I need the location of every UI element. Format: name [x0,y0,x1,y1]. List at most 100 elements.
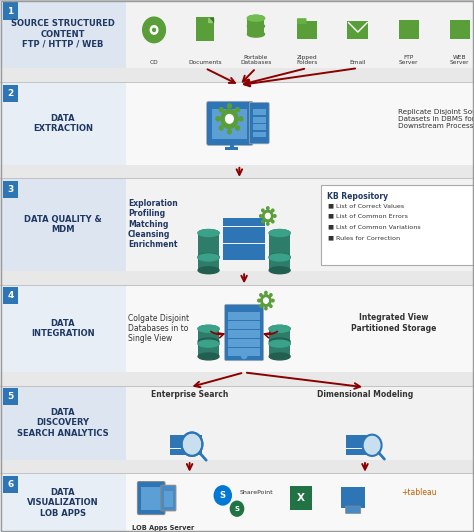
Text: 4: 4 [7,291,14,300]
Text: Exploration
Profiling
Matching
Cleansing
Enrichment: Exploration Profiling Matching Cleansing… [128,199,178,250]
FancyBboxPatch shape [269,257,290,270]
Circle shape [150,26,158,34]
FancyBboxPatch shape [0,178,126,271]
Ellipse shape [269,340,290,347]
FancyBboxPatch shape [0,0,126,68]
Text: SOURCE STRUCTURED
CONTENT
FTP / HTTP / WEB: SOURCE STRUCTURED CONTENT FTP / HTTP / W… [11,19,115,49]
FancyBboxPatch shape [269,233,290,257]
FancyBboxPatch shape [249,102,269,144]
Circle shape [153,28,155,31]
Circle shape [272,209,274,212]
FancyBboxPatch shape [228,312,260,320]
Text: Enterprise Search: Enterprise Search [151,390,228,399]
FancyBboxPatch shape [196,17,213,40]
Ellipse shape [269,229,290,236]
FancyBboxPatch shape [297,21,317,39]
FancyBboxPatch shape [224,218,264,226]
Ellipse shape [198,325,219,332]
FancyBboxPatch shape [126,178,474,271]
FancyBboxPatch shape [399,24,419,29]
Text: Integrated View
Partitioned Storage: Integrated View Partitioned Storage [351,313,436,333]
Text: 3: 3 [8,185,14,194]
FancyBboxPatch shape [269,344,290,356]
Ellipse shape [247,15,264,21]
Ellipse shape [198,267,219,274]
Circle shape [219,107,223,112]
FancyBboxPatch shape [198,257,219,270]
FancyBboxPatch shape [450,34,470,39]
Text: LOB Apps Server: LOB Apps Server [132,525,195,531]
Text: FTP
Server: FTP Server [399,55,419,65]
FancyBboxPatch shape [228,330,260,338]
FancyBboxPatch shape [126,82,474,165]
FancyBboxPatch shape [0,473,126,532]
Ellipse shape [198,254,219,261]
FancyBboxPatch shape [347,21,368,39]
Text: DATA QUALITY &
MDM: DATA QUALITY & MDM [24,215,102,235]
FancyBboxPatch shape [228,321,260,329]
Text: SharePoint: SharePoint [239,491,273,495]
Text: Dimensional Modeling: Dimensional Modeling [317,390,413,399]
FancyBboxPatch shape [228,348,260,356]
FancyBboxPatch shape [137,481,165,514]
FancyBboxPatch shape [198,233,219,257]
Circle shape [363,435,382,456]
Text: +tableau: +tableau [401,488,438,497]
Circle shape [261,295,271,306]
Text: DATA
VISUALIZATION
LOB APPS: DATA VISUALIZATION LOB APPS [27,488,99,518]
Ellipse shape [269,254,290,261]
Circle shape [264,298,268,303]
Circle shape [265,307,267,310]
Circle shape [221,109,238,128]
Circle shape [241,352,247,359]
Text: S: S [220,491,226,500]
FancyBboxPatch shape [228,339,260,347]
Polygon shape [209,18,212,22]
Text: WEB
Server: WEB Server [450,55,470,65]
Circle shape [265,213,270,219]
Text: Replicate Disjoint Source
Datasets in DBMS for
Downstream Processing: Replicate Disjoint Source Datasets in DB… [398,110,474,129]
Circle shape [267,222,269,225]
FancyBboxPatch shape [224,244,264,252]
Circle shape [262,220,264,223]
Circle shape [270,294,272,296]
Circle shape [260,294,262,296]
Circle shape [260,215,262,217]
Ellipse shape [247,23,264,29]
Text: Portable
Databases: Portable Databases [240,55,272,65]
Text: DATA
INTEGRATION: DATA INTEGRATION [31,319,95,338]
FancyBboxPatch shape [346,449,375,455]
Circle shape [216,117,220,121]
FancyBboxPatch shape [399,34,419,39]
FancyBboxPatch shape [346,506,361,513]
FancyBboxPatch shape [225,146,238,149]
Circle shape [239,117,243,121]
FancyBboxPatch shape [198,329,219,342]
FancyBboxPatch shape [346,442,375,448]
FancyBboxPatch shape [224,227,264,235]
FancyBboxPatch shape [399,29,419,34]
FancyBboxPatch shape [297,18,306,24]
Ellipse shape [198,353,219,360]
Circle shape [230,501,244,516]
FancyBboxPatch shape [253,109,266,115]
Circle shape [267,207,269,210]
Circle shape [263,210,273,222]
FancyBboxPatch shape [224,235,264,243]
FancyBboxPatch shape [341,492,365,497]
FancyBboxPatch shape [0,285,126,372]
Ellipse shape [198,254,219,261]
Circle shape [273,215,276,217]
Ellipse shape [269,325,290,332]
Ellipse shape [198,340,219,347]
FancyBboxPatch shape [450,24,470,29]
FancyBboxPatch shape [247,18,264,34]
FancyBboxPatch shape [141,487,161,510]
FancyBboxPatch shape [198,344,219,356]
FancyBboxPatch shape [290,486,312,510]
Text: S: S [235,506,239,512]
FancyBboxPatch shape [0,82,126,165]
Polygon shape [209,18,212,22]
Text: Colgate Disjoint
Databases in to
Single View: Colgate Disjoint Databases in to Single … [128,313,189,344]
Circle shape [272,300,274,302]
